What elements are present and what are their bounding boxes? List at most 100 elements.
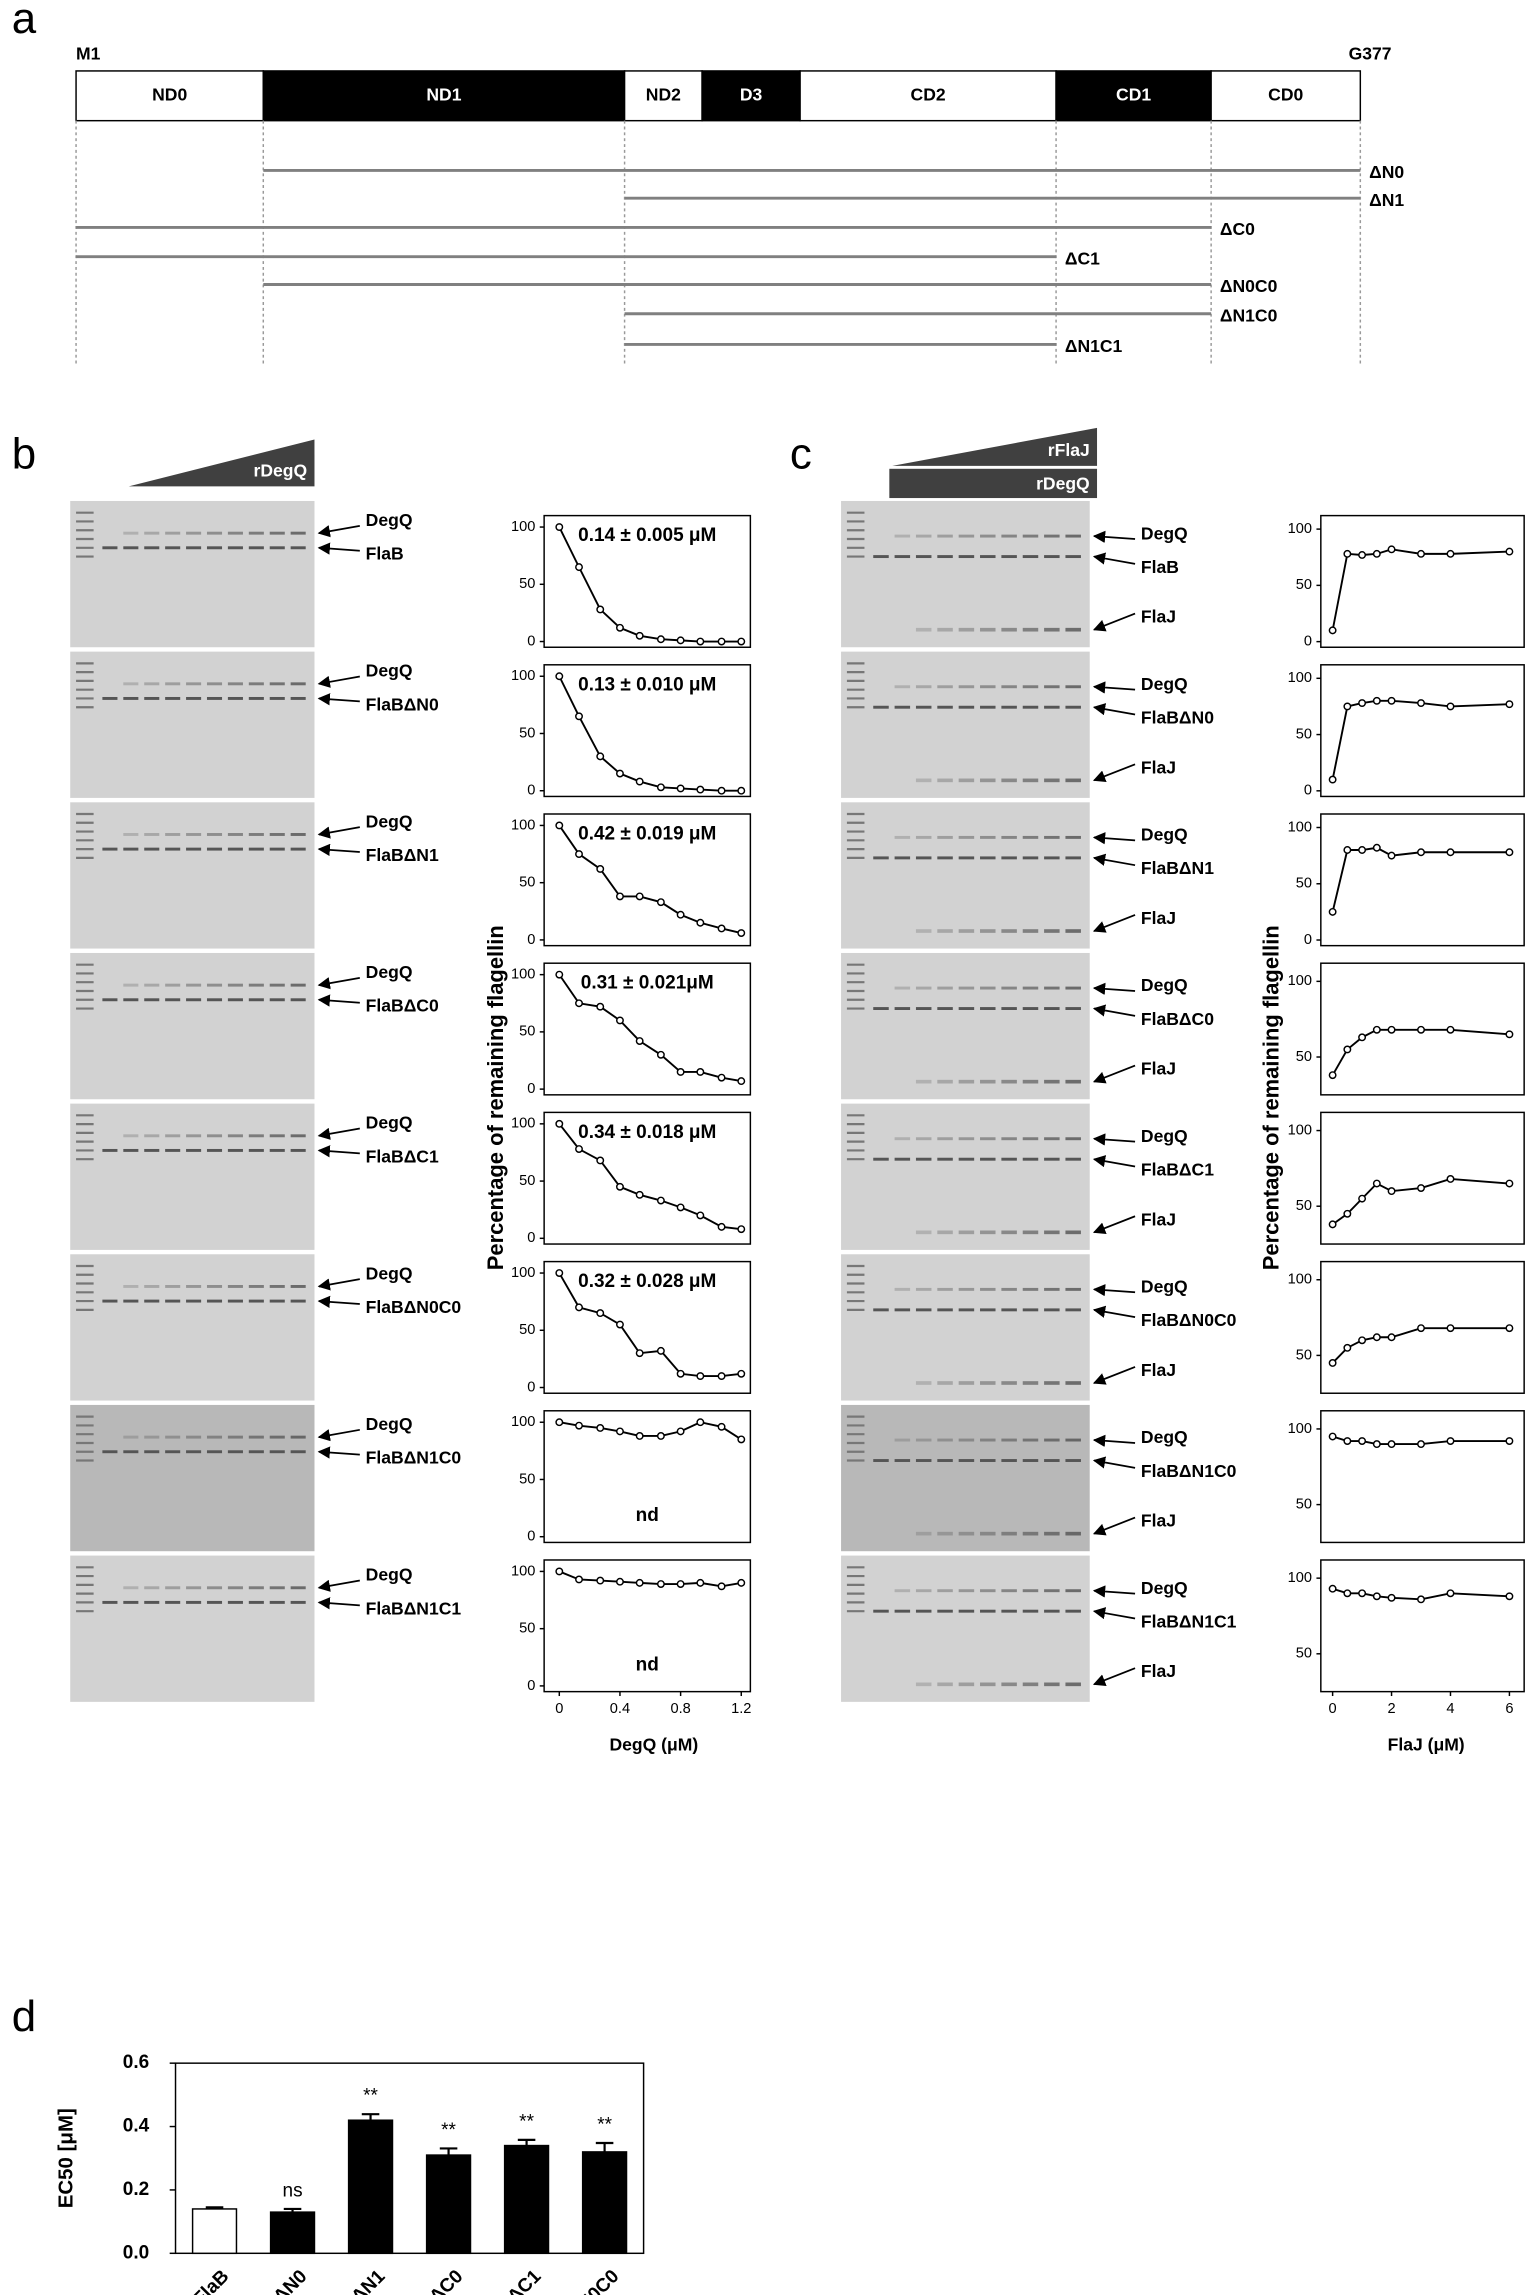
data-point [737,1077,746,1086]
x-tick-label: 2 [1387,1701,1395,1717]
band-arrow [1092,853,1136,867]
data-point [1358,1336,1367,1345]
data-point [1328,1071,1337,1080]
band-arrow [1092,1366,1136,1385]
y-tick-label: 0.6 [123,2052,149,2073]
plot-frame [1320,1111,1525,1245]
domain-label: CD1 [1116,84,1151,104]
band-arrow [317,693,360,706]
y-tick-label: 100 [1288,670,1312,686]
gradient-label: rFlaJ [1048,440,1090,460]
data-point [1417,1440,1425,1449]
y-tick-label: 50 [1296,1496,1312,1512]
y-tick-label: 0 [527,1081,535,1097]
data-point [1417,1025,1425,1034]
plot-frame [1320,813,1525,947]
band-arrow [1092,1064,1136,1084]
data-point [1343,846,1352,854]
y-tick-label: 0 [527,1230,535,1246]
construct-label: ΔN1C0 [1220,305,1278,325]
data-point [717,637,726,646]
y-tick-label: 100 [511,817,535,833]
band-label: FlaBΔN0 [366,694,439,714]
band-label: FlaBΔN1 [366,845,439,865]
data-point [656,1432,665,1440]
data-point [616,892,624,901]
data-point [635,1190,644,1199]
gel [70,1404,315,1552]
data-point [555,1269,564,1277]
y-tick-label: 0.4 [123,2116,150,2137]
band-arrow [1092,1667,1136,1686]
y-tick-label: 100 [511,967,535,983]
x-tick-label: 6 [1505,1701,1513,1717]
x-axis-title: DegQ (μM) [609,1734,698,1754]
x-tick-label: 0.4 [610,1701,630,1717]
data-point [696,1211,705,1220]
data-point [696,1418,705,1427]
plot-frame [1320,514,1525,648]
gel [70,1555,315,1702]
construct-label: ΔC1 [1065,248,1100,268]
band-arrow [1092,1585,1136,1598]
data-point [717,924,726,933]
band-arrow [317,994,360,1007]
band-label: DegQ [366,1565,413,1585]
data-point [1387,545,1396,554]
band-arrow [317,843,360,857]
band-label: DegQ [1141,1126,1188,1146]
band-label: DegQ [366,962,413,982]
y-tick-label: 50 [1296,726,1312,742]
data-point [737,1435,746,1444]
data-point [1358,1589,1367,1598]
plot-frame [1320,1410,1525,1544]
data-point [616,1427,624,1436]
band-arrow [317,675,360,688]
y-tick-label: 0 [527,1529,535,1545]
data-point [676,1427,685,1436]
plot-frame [543,813,752,947]
band-arrow [1092,612,1136,632]
bar [503,2144,550,2255]
data-point [555,523,564,532]
significance: ** [519,2111,534,2132]
y-tick-label: 50 [1296,577,1312,593]
data-point [616,623,624,632]
data-line [558,974,742,1083]
data-point [696,785,705,794]
y-tick-label: 50 [519,1322,535,1338]
gradient-wedge [892,427,1098,466]
data-point [1358,1033,1367,1042]
band-label: FlaJ [1141,1511,1176,1531]
y-tick-label: 0 [527,633,535,649]
data-point [575,1575,583,1584]
band-label: FlaBΔN1C1 [366,1598,462,1618]
data-point [596,752,605,761]
y-tick-label: 100 [1288,1272,1312,1288]
band-label: FlaJ [1141,1360,1176,1380]
data-point [616,769,624,778]
data-point [1417,699,1425,708]
band-arrow [1092,552,1136,565]
data-point [1505,848,1514,857]
domain [1055,70,1212,122]
band-arrow [1092,1004,1136,1017]
data-point [1387,1440,1396,1449]
band-arrow [317,1127,360,1140]
data-point [596,1002,605,1011]
band-arrow [1092,530,1136,544]
plot-frame [1320,1559,1525,1693]
data-point [616,1320,624,1329]
band-arrow [317,542,360,555]
band-label: FlaBΔC0 [366,996,439,1016]
band-label: FlaJ [1141,1661,1176,1681]
band-arrow [1092,1456,1136,1469]
band-arrow [317,1446,360,1459]
data-point [1505,1324,1514,1333]
data-point [1417,1324,1425,1333]
data-point [1417,1595,1425,1604]
domain-label: ND0 [152,84,187,104]
data-point [1446,1589,1455,1598]
